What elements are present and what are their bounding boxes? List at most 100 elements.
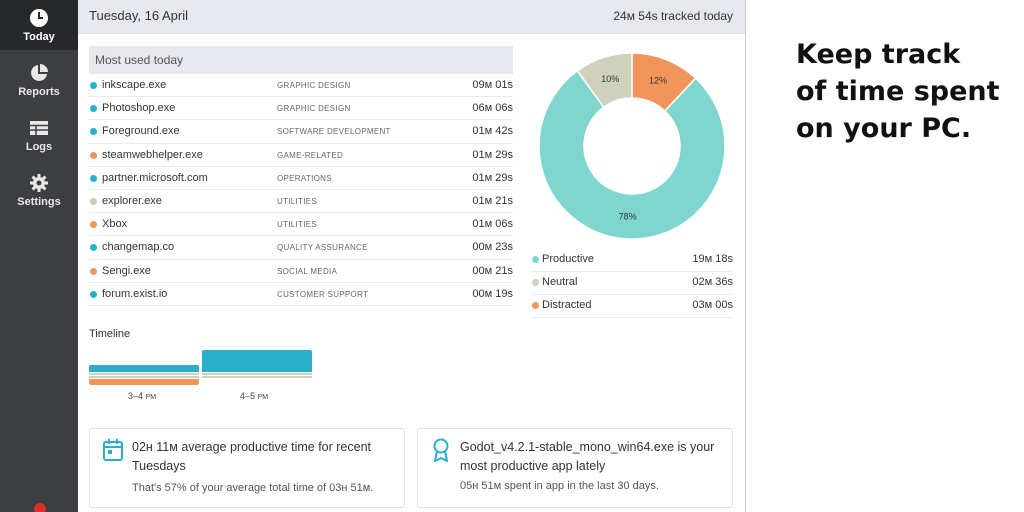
card-title: Godot_v4.2.1-stable_mono_win64.exe is yo…: [460, 440, 715, 473]
nav-today-label: Today: [23, 30, 55, 43]
app-category: GRAPHIC DESIGN: [277, 104, 351, 114]
app-category: UTILITIES: [277, 220, 318, 230]
table-icon: [30, 120, 48, 135]
sidebar: Today Reports Logs Settings: [0, 0, 78, 512]
app-row[interactable]: steamwebhelper.exe GAME-RELATED 01м 29s: [89, 144, 513, 167]
app-row[interactable]: explorer.exe UTILITIES 01м 21s: [89, 190, 513, 214]
insight-card-top-app: Godot_v4.2.1-stable_mono_win64.exe is yo…: [417, 428, 733, 508]
neutral-dot: [532, 279, 539, 286]
date-title: Tuesday, 16 April: [89, 8, 188, 23]
app-row[interactable]: Sengi.exe SOCIAL MEDIA 00м 21s: [89, 260, 513, 283]
app-row[interactable]: changemap.co QUALITY ASSURANCE 00м 23s: [89, 236, 513, 260]
app-category: CUSTOMER SUPPORT: [277, 289, 369, 299]
nav-today[interactable]: Today: [0, 0, 78, 50]
category-dot: [90, 221, 97, 229]
productive-dot: [532, 256, 539, 263]
timeline-bar-neutral: [89, 376, 199, 378]
app-duration: 06м 06s: [472, 102, 513, 115]
card-title: 02н 11м average productive time for rece…: [132, 440, 372, 473]
insight-card-average: 02н 11м average productive time for rece…: [89, 428, 405, 508]
award-icon: [433, 438, 449, 462]
promo-line: of time spent: [796, 76, 1000, 107]
nav-reports[interactable]: Reports: [0, 55, 78, 105]
legend-duration: 19м 18s: [692, 253, 733, 265]
productivity-donut: 12% 78% 10%: [538, 52, 726, 240]
app-category: UTILITIES: [277, 196, 318, 206]
app-duration: 01м 29s: [472, 171, 513, 184]
app-row[interactable]: forum.exist.io CUSTOMER SUPPORT 00м 19s: [89, 283, 513, 306]
app-name: Sengi.exe: [102, 264, 151, 277]
nav-settings[interactable]: Settings: [0, 165, 78, 215]
promo-line: Keep track: [796, 39, 961, 70]
legend-duration: 03м 00s: [692, 299, 733, 311]
distracted-dot: [532, 302, 539, 309]
app-category: GAME-RELATED: [277, 150, 344, 160]
app-row[interactable]: partner.microsoft.com OPERATIONS 01м 29s: [89, 167, 513, 190]
app-category: SOFTWARE DEVELOPMENT: [277, 127, 391, 137]
app-row[interactable]: Photoshop.exe GRAPHIC DESIGN 06м 06s: [89, 97, 513, 121]
app-name: steamwebhelper.exe: [102, 148, 203, 161]
legend-label: Neutral: [542, 276, 578, 288]
legend-neutral: Neutral 02м 36s: [531, 272, 733, 295]
nav-reports-label: Reports: [18, 85, 60, 98]
app-duration: 00м 21s: [472, 264, 513, 277]
app-name: explorer.exe: [102, 194, 162, 207]
app-name: Photoshop.exe: [102, 102, 176, 115]
app-row[interactable]: Foreground.exe SOFTWARE DEVELOPMENT 01м 42…: [89, 120, 513, 144]
app-category: OPERATIONS: [277, 173, 332, 183]
timeline-bar-neutral: [202, 373, 312, 375]
category-dot: [90, 151, 97, 159]
timeline-bar-productive: [202, 350, 312, 372]
donut-label-distracted: 12%: [649, 75, 667, 85]
card-subtitle: That's 57% of your average total time of…: [132, 482, 374, 494]
app-category: SOCIAL MEDIA: [277, 266, 338, 276]
donut-slice-productive[interactable]: [538, 69, 726, 240]
category-dot: [90, 197, 97, 205]
app-name: Xbox: [102, 218, 128, 231]
category-dot: [90, 267, 97, 275]
category-dot: [90, 82, 97, 89]
donut-label-neutral: 10%: [601, 74, 619, 84]
app-name: changemap.co: [102, 241, 175, 254]
category-dot: [90, 290, 97, 298]
category-dot: [90, 174, 97, 182]
header: Tuesday, 16 April 24м 54s tracked today: [78, 0, 745, 34]
donut-label-productive: 78%: [619, 211, 637, 221]
main-panel: Tuesday, 16 April 24м 54s tracked today …: [78, 0, 746, 512]
app-name: inkscape.exe: [102, 79, 167, 91]
donut-slice-neutral[interactable]: [576, 52, 633, 109]
legend-distracted: Distracted 03м 00s: [531, 295, 733, 318]
pie-chart-icon: [31, 63, 48, 81]
app-name: partner.microsoft.com: [102, 171, 208, 184]
nav-settings-label: Settings: [17, 195, 61, 208]
clock-icon: [30, 8, 48, 27]
app-duration: 01м 06s: [472, 218, 513, 231]
timeline-hour-label: 3–4 PM: [128, 391, 157, 401]
timeline-bar-distracted: [89, 379, 199, 385]
app-duration: 00м 23s: [472, 241, 513, 254]
most-used-title: Most used today: [89, 46, 513, 74]
timeline-title: Timeline: [89, 328, 131, 340]
legend-label: Productive: [542, 253, 594, 265]
timeline-hour-label: 4–5 PM: [240, 391, 269, 401]
app-name: Foreground.exe: [102, 125, 180, 138]
productivity-legend: Productive 19м 18s Neutral 02м 36s Distr…: [531, 249, 733, 318]
app-row[interactable]: Xbox UTILITIES 01м 06s: [89, 213, 513, 237]
gear-icon: [30, 173, 48, 192]
app-duration: 01м 42s: [472, 125, 513, 138]
recording-indicator: [34, 503, 46, 512]
category-dot: [90, 244, 97, 252]
calendar-icon: [103, 439, 123, 461]
app-name: forum.exist.io: [102, 287, 168, 300]
most-used-table: Most used today inkscape.exe GRAPHIC DESI…: [89, 46, 513, 306]
nav-logs[interactable]: Logs: [0, 110, 78, 160]
app-category: GRAPHIC DESIGN: [277, 81, 351, 90]
card-subtitle: 05н 51м spent in app in the last 30 days…: [460, 480, 659, 492]
app-duration: 01м 21s: [472, 194, 513, 207]
timeline-bar-productive: [89, 365, 199, 372]
app-row[interactable]: inkscape.exe GRAPHIC DESIGN 09м 01s: [89, 74, 513, 98]
app-category: QUALITY ASSURANCE: [277, 243, 368, 253]
promo-text: Keep track of time spent on your PC.: [796, 36, 1000, 147]
timeline-bar-neutral: [202, 376, 312, 378]
app-duration: 01м 29s: [472, 148, 513, 161]
